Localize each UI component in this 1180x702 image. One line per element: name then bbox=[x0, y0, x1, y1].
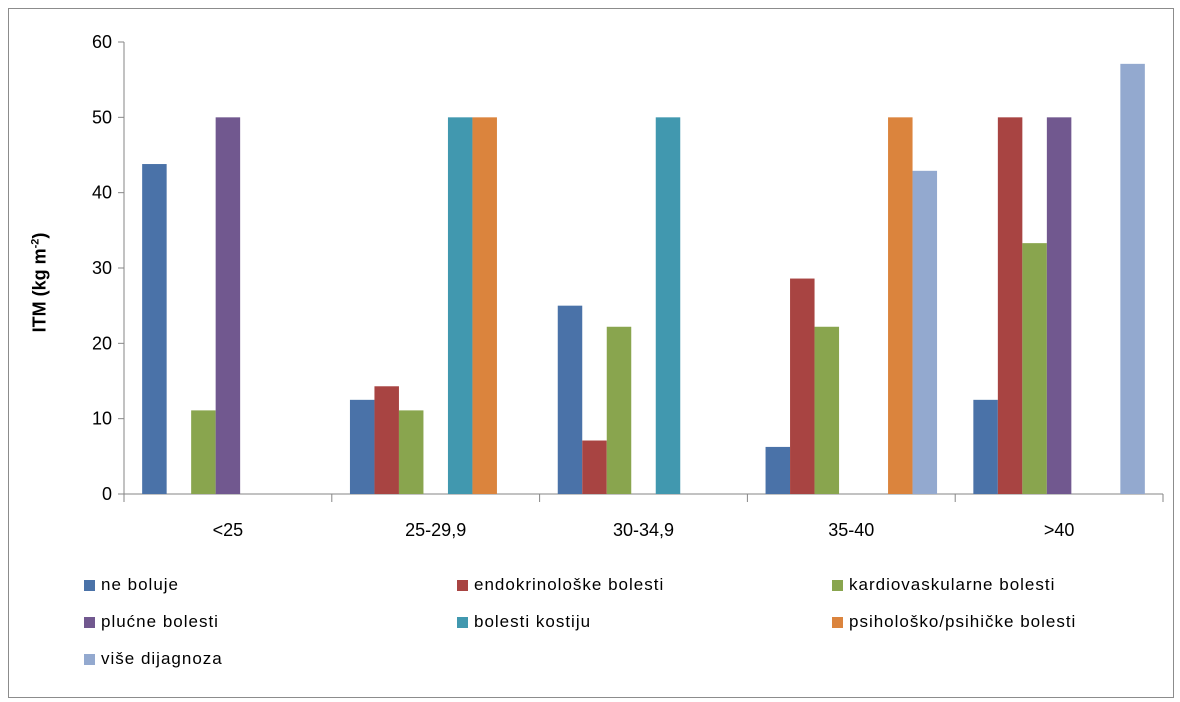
bar bbox=[1022, 243, 1047, 494]
bar bbox=[1120, 63, 1145, 494]
legend-swatch bbox=[832, 579, 843, 591]
x-tick-label: >40 bbox=[1044, 520, 1075, 540]
legend-item: psihološko/psihičke bolesti bbox=[832, 612, 1076, 632]
x-tick-label: 35-40 bbox=[828, 520, 874, 540]
bar bbox=[606, 326, 632, 494]
bar bbox=[888, 117, 913, 494]
legend-swatch bbox=[84, 616, 95, 628]
legend-label: kardiovaskularne bolesti bbox=[849, 575, 1056, 594]
legend-item: više dijagnoza bbox=[84, 649, 223, 669]
bar bbox=[582, 440, 607, 494]
x-tick-label: 25-29,9 bbox=[405, 520, 466, 540]
bar bbox=[472, 117, 497, 494]
bar bbox=[374, 386, 399, 494]
bar bbox=[765, 446, 791, 494]
bar bbox=[557, 305, 583, 494]
y-tick-label: 0 bbox=[102, 484, 112, 504]
y-tick-label: 50 bbox=[92, 107, 112, 127]
chart-frame bbox=[8, 8, 1174, 698]
legend-label: bolesti kostiju bbox=[474, 612, 592, 631]
bar bbox=[1046, 117, 1072, 494]
legend-swatch bbox=[457, 616, 468, 628]
legend-item: bolesti kostiju bbox=[457, 612, 591, 632]
legend-item: kardiovaskularne bolesti bbox=[832, 575, 1055, 595]
legend-label: psihološko/psihičke bolesti bbox=[849, 612, 1077, 631]
y-tick-label: 30 bbox=[92, 258, 112, 278]
legend-swatch bbox=[84, 579, 95, 591]
legend-swatch bbox=[457, 579, 468, 591]
y-tick-label: 40 bbox=[92, 183, 112, 203]
y-tick-label: 60 bbox=[92, 32, 112, 52]
legend-label: više dijagnoza bbox=[101, 649, 223, 668]
bar bbox=[191, 410, 216, 494]
y-tick-label: 20 bbox=[92, 333, 112, 353]
x-tick-label: <25 bbox=[213, 520, 244, 540]
legend-item: plućne bolesti bbox=[84, 612, 219, 632]
legend-item: ne boluje bbox=[84, 575, 179, 595]
legend-swatch bbox=[84, 653, 95, 665]
bar bbox=[142, 164, 167, 495]
bar bbox=[655, 117, 681, 494]
bar bbox=[349, 399, 375, 494]
legend-item: endokrinološke bolesti bbox=[457, 575, 664, 595]
legend-label: endokrinološke bolesti bbox=[474, 575, 665, 594]
bar bbox=[447, 117, 473, 494]
x-tick-label: 30-34,9 bbox=[613, 520, 674, 540]
bar bbox=[912, 170, 938, 494]
bar bbox=[997, 117, 1023, 494]
bar bbox=[790, 278, 815, 494]
legend-label: plućne bolesti bbox=[101, 612, 219, 631]
bar bbox=[398, 410, 424, 494]
bar bbox=[814, 326, 840, 494]
bar bbox=[973, 399, 998, 494]
legend-swatch bbox=[832, 616, 843, 628]
bar bbox=[215, 117, 241, 494]
y-axis-label: ITM (kg m-2) bbox=[29, 232, 50, 333]
legend-label: ne boluje bbox=[101, 575, 180, 594]
y-tick-label: 10 bbox=[92, 409, 112, 429]
